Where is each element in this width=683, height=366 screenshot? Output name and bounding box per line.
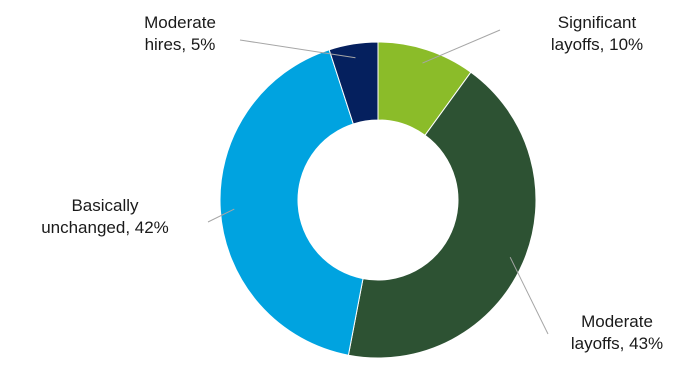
data-label-line: layoffs, 43%: [571, 334, 663, 353]
leader-line-basically-unchanged: [207, 208, 235, 223]
slice-moderate-layoffs: [347, 71, 537, 359]
data-label-line: Moderate: [581, 312, 653, 331]
data-label-moderate-layoffs: Moderate layoffs, 43%: [571, 312, 663, 353]
data-label-line: Basically: [71, 196, 139, 215]
data-label-line: Moderate: [144, 13, 216, 32]
leader-line-moderate-layoffs: [509, 256, 549, 335]
leader-line-significant-layoffs: [422, 29, 501, 64]
data-label-moderate-hires: Moderate hires, 5%: [144, 13, 216, 54]
data-label-line: Significant: [558, 13, 637, 32]
data-label-line: hires, 5%: [145, 35, 216, 54]
slice-basically-unchanged: [219, 49, 364, 356]
leader-line-moderate-hires: [239, 39, 356, 59]
data-label-line: unchanged, 42%: [41, 218, 169, 237]
slice-moderate-hires: [328, 41, 379, 125]
data-label-line: layoffs, 10%: [551, 35, 643, 54]
data-label-basically-unchanged: Basically unchanged, 42%: [41, 196, 169, 237]
data-label-significant-layoffs: Significant layoffs, 10%: [551, 13, 643, 54]
